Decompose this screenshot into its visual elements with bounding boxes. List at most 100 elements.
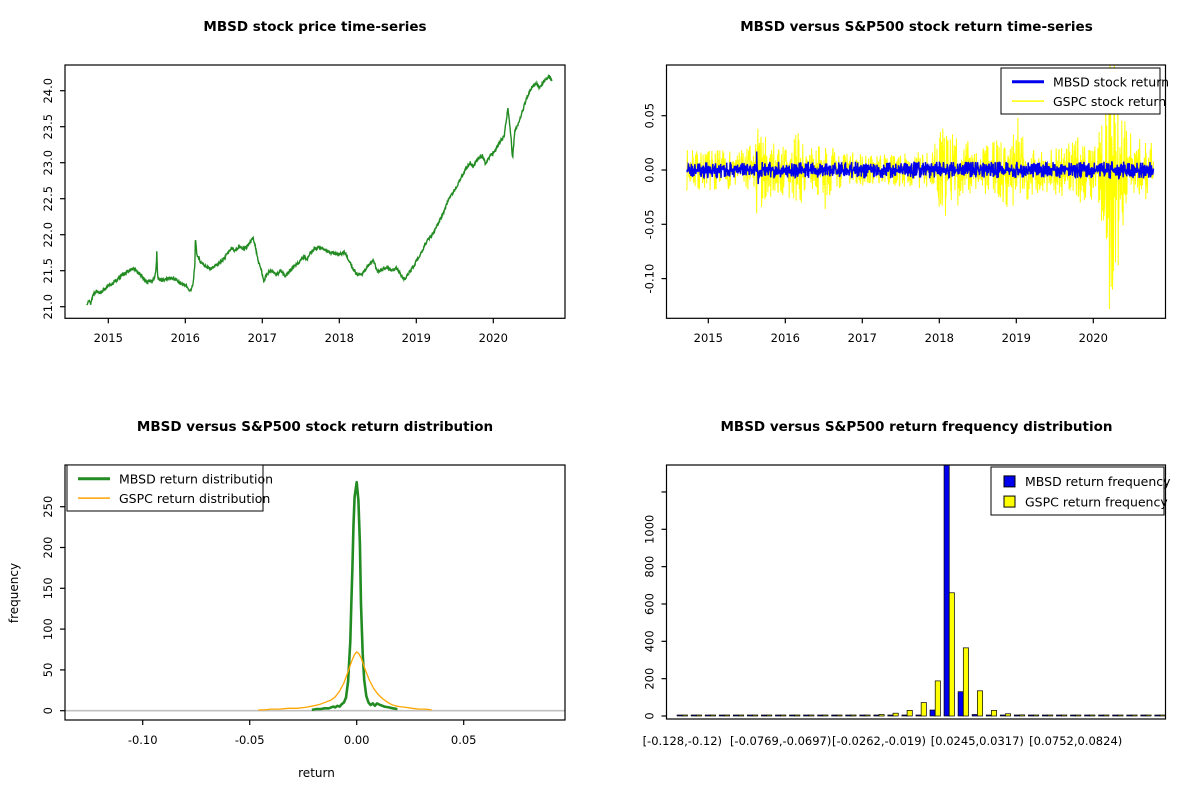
gspc-frequency-bar xyxy=(794,714,801,717)
legend-box xyxy=(990,466,1165,516)
plot-frame xyxy=(665,464,1167,720)
y-axis-tick-label: -0.05 xyxy=(643,209,657,239)
mbsd-frequency-bar xyxy=(1112,714,1119,717)
y-axis-tick-label: 50 xyxy=(41,663,55,678)
y-axis-tick-label: 21.0 xyxy=(41,294,55,320)
mbsd-frequency-bar xyxy=(1013,714,1020,717)
mbsd-frequency-bar xyxy=(1140,714,1147,717)
mbsd-frequency-bar xyxy=(676,714,683,717)
legend-label: GSPC return frequency xyxy=(1025,494,1168,509)
mbsd-frequency-bar xyxy=(761,714,767,717)
mbsd-return-series-line xyxy=(686,151,1155,185)
mbsd-frequency-bar xyxy=(747,714,753,717)
density-line-chart: -0.10 -0.05 0.00 0.05 0 50 100 150 200 250 MBSD re… xyxy=(41,464,566,747)
x-axis-bin-label: [-0.128,-0.12) xyxy=(643,734,722,748)
gspc-frequency-bar xyxy=(681,714,688,717)
gspc-frequency-bar xyxy=(822,714,829,717)
gspc-frequency-bar xyxy=(1103,714,1110,717)
mbsd-frequency-bar xyxy=(704,714,711,717)
gspc-frequency-bar xyxy=(1131,714,1138,717)
mbsd-frequency-bar xyxy=(690,714,697,717)
x-axis-tick-label: 2018 xyxy=(925,331,954,345)
x-axis-tick-label: 2016 xyxy=(171,331,200,345)
y-axis-tick-label: 200 xyxy=(41,537,55,559)
gspc-density-curve xyxy=(258,651,432,711)
gspc-frequency-bar xyxy=(1005,713,1012,717)
legend-label: MBSD return frequency xyxy=(1025,474,1171,489)
y-axis-tick-label: 0 xyxy=(41,707,55,714)
gspc-frequency-bar xyxy=(710,714,716,717)
gspc-frequency-bar xyxy=(836,714,843,717)
mbsd-frequency-bar xyxy=(929,709,936,717)
x-axis-tick-label: 2016 xyxy=(771,331,800,345)
mbsd-frequency-bar xyxy=(775,714,781,717)
y-axis-tick-label: 22.0 xyxy=(41,222,55,248)
frequency-bar-chart: 0 200 400 600 800 1000 [-0.128,-0.12) [-0.0769,… xyxy=(643,464,1171,748)
legend-square-swatch xyxy=(1003,475,1016,488)
density-chart-title: MBSD versus S&P500 stock return distribu… xyxy=(136,419,494,435)
y-axis-tick-label: 800 xyxy=(643,556,657,578)
gspc-frequency-bar xyxy=(878,714,885,717)
mbsd-frequency-bar xyxy=(943,465,950,717)
x-axis-tick-label: 2020 xyxy=(1079,331,1108,345)
y-axis-tick-label: 0.00 xyxy=(643,157,657,183)
returns-chart-title: MBSD versus S&P500 stock return time-ser… xyxy=(740,19,1093,35)
mbsd-frequency-bar xyxy=(1056,714,1063,717)
panel-return-frequency: MBSD versus S&P500 return frequency dist… xyxy=(600,400,1200,800)
mbsd-frequency-bar xyxy=(1126,714,1133,717)
legend-label: GSPC stock return xyxy=(1053,94,1166,109)
gspc-frequency-bar xyxy=(1159,714,1166,717)
gspc-frequency-bar xyxy=(991,710,997,717)
frequency-y-axis-label: frequency xyxy=(7,562,21,624)
x-axis-bin-label: [-0.0262,-0.019) xyxy=(832,734,926,748)
y-axis-tick-label: -0.10 xyxy=(643,264,657,294)
gspc-frequency-bar xyxy=(695,714,702,717)
panel-return-timeseries: MBSD versus S&P500 stock return time-ser… xyxy=(600,0,1200,400)
x-axis-tick-label: 2015 xyxy=(694,331,723,345)
gspc-frequency-bar xyxy=(977,690,983,717)
gspc-frequency-bar xyxy=(808,714,815,717)
y-axis-tick-label: 250 xyxy=(41,496,55,518)
legend-square-swatch xyxy=(1003,495,1016,508)
y-axis-tick-label: 400 xyxy=(643,630,657,652)
x-axis-tick-label: 2019 xyxy=(1002,331,1031,345)
x-axis-bin-label: [0.0245,0.0317) xyxy=(931,734,1024,748)
x-axis-tick-label: 0.00 xyxy=(344,733,370,747)
returns-line-chart: 2015 2016 2017 2018 2019 2020 0.05 0.00 -0.05 -0.… xyxy=(643,64,1169,345)
x-axis-tick-label: 0.05 xyxy=(451,733,477,747)
y-axis-tick-label: 600 xyxy=(643,593,657,615)
gspc-frequency-bar xyxy=(752,714,759,717)
legend-box xyxy=(1000,67,1161,115)
bar-series-group xyxy=(676,465,1166,717)
mbsd-frequency-bar xyxy=(985,714,992,717)
legend-label: GSPC return distribution xyxy=(119,491,270,506)
mbsd-frequency-bar xyxy=(901,714,908,717)
y-axis-tick-label: 0.05 xyxy=(643,103,657,129)
x-axis-tick-label: 2015 xyxy=(94,331,123,345)
x-axis-tick-label: 2020 xyxy=(479,331,508,345)
gspc-frequency-bar xyxy=(766,714,773,717)
mbsd-frequency-bar xyxy=(718,714,725,717)
plot-frame xyxy=(64,64,566,319)
x-axis-tick-label: 2019 xyxy=(402,331,431,345)
gspc-frequency-bar xyxy=(780,714,787,717)
x-axis-tick-label: 2018 xyxy=(325,331,354,345)
mbsd-frequency-bar xyxy=(817,714,824,717)
mbsd-frequency-bar xyxy=(1154,714,1161,717)
gspc-frequency-bar xyxy=(948,592,955,717)
frequency-chart-title: MBSD versus S&P500 return frequency dist… xyxy=(720,419,1113,435)
legend-label: MBSD return distribution xyxy=(119,472,273,487)
gspc-frequency-bar xyxy=(962,647,969,717)
legend-label: MBSD stock return xyxy=(1053,75,1169,90)
x-axis-bin-label: [0.0752,0.0824) xyxy=(1029,734,1122,748)
x-axis-tick-label: 2017 xyxy=(848,331,877,345)
gspc-frequency-bar xyxy=(738,714,745,717)
mbsd-frequency-bar xyxy=(845,714,852,717)
y-axis-tick-label: 150 xyxy=(41,577,55,599)
legend-box xyxy=(66,464,264,512)
gspc-frequency-bar xyxy=(934,680,941,717)
gspc-return-series-line xyxy=(686,65,1154,310)
mbsd-frequency-bar xyxy=(732,714,739,717)
gspc-frequency-bar xyxy=(1047,714,1054,717)
mbsd-frequency-bar xyxy=(873,714,880,717)
